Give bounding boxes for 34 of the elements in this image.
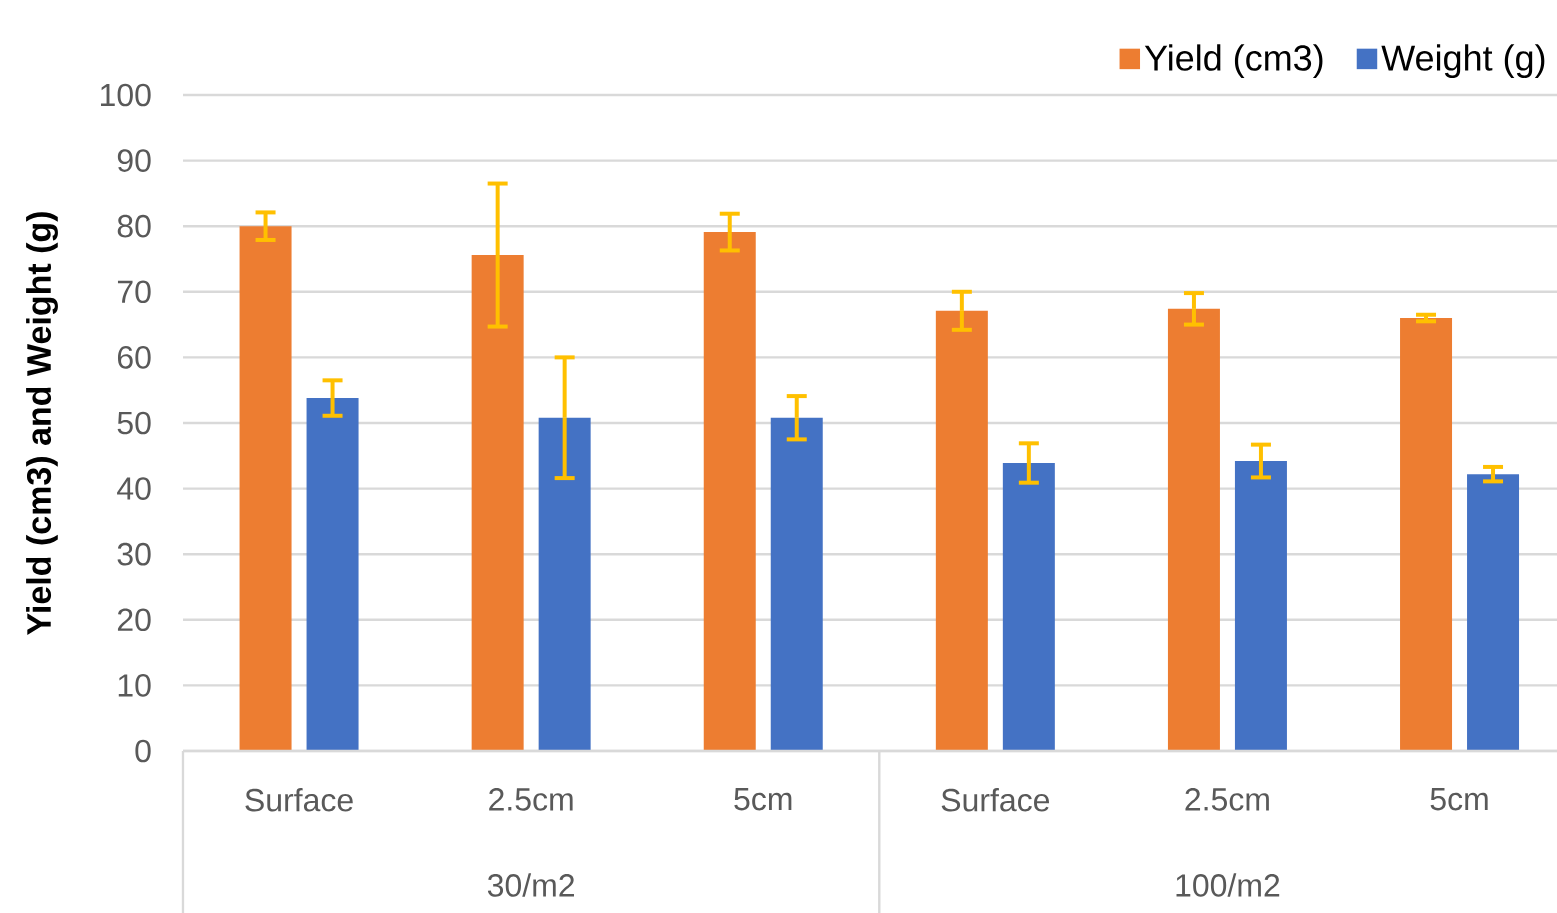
text: 100/m2 [1176,873,1280,897]
y-tick-label: 90 [117,149,151,172]
bar [306,398,359,751]
x-tick-label: Surface [245,788,353,812]
y-tick-label: 20 [117,608,151,632]
y-tick-label: 70 [117,280,151,304]
y-axis-title: Yield (cm3) and Weight (g) [26,212,58,635]
x-tick-label: 2.5cm [1185,788,1269,811]
y-tick-label: 40 [117,477,151,500]
bar [1002,463,1055,751]
legend-label: Weight (g) [1381,44,1545,78]
x-tick-label: 5cm [1430,788,1488,811]
y-tick-label: 100 [101,83,151,107]
x-tick-label: 2.5cm [489,788,573,811]
y-tick-label: 10 [118,674,151,697]
bar [471,255,524,751]
bar [770,417,823,751]
text: 30/m2 [487,873,574,897]
bar [1167,308,1220,751]
y-tick-label: 50 [117,411,151,435]
y-tick-label: 30 [117,542,151,566]
bar [1467,474,1520,751]
bar [1234,461,1287,751]
y-tick-label: 80 [117,214,151,238]
bar [935,310,988,751]
x-tick-label: 5cm [734,788,792,811]
x-tick-label: Surface [941,788,1050,812]
bar [1400,318,1453,751]
bar [538,417,591,751]
bar [703,232,756,751]
legend-label: Yield (cm3) [1144,44,1323,78]
y-tick-label: 0 [135,739,151,763]
y-tick-label: 60 [117,346,151,369]
bar [239,226,292,751]
